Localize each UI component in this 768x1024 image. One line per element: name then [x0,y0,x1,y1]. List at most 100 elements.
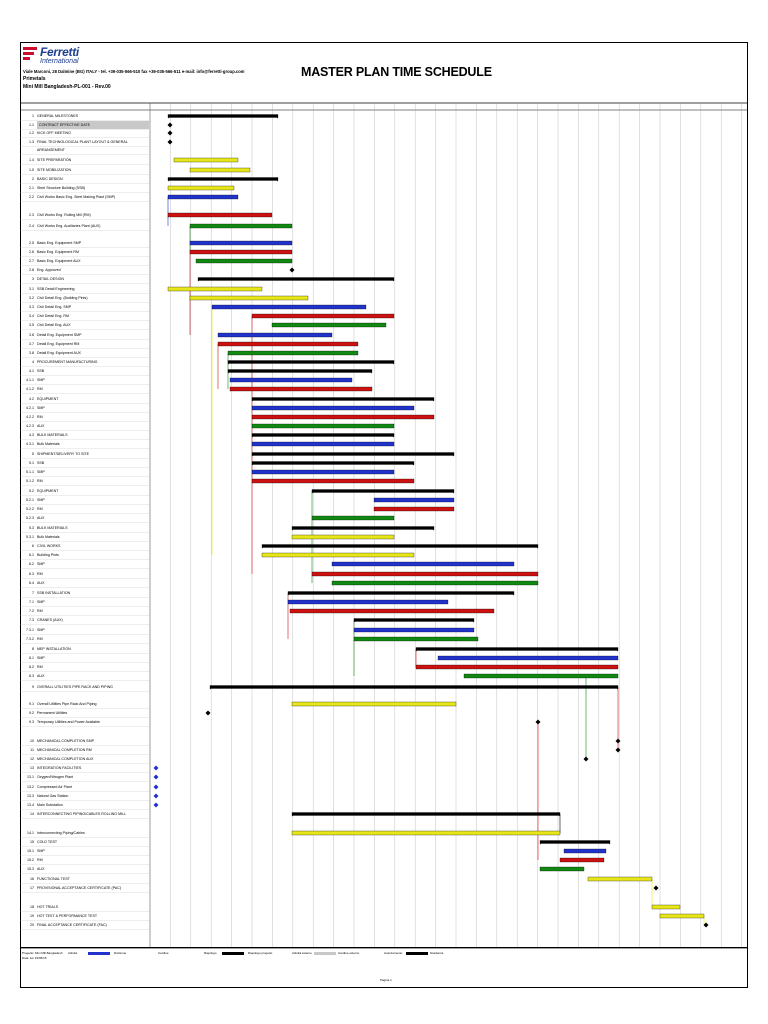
task-bar [651,904,681,910]
milestone-diamond [615,738,621,744]
task-bar [251,423,395,429]
task-bar [291,701,457,707]
task-bar [167,194,239,200]
milestone-diamond [153,784,159,790]
summary-end-cap [432,397,434,402]
summary-start-cap [540,840,542,845]
task-bar [209,685,619,689]
task-bar [173,157,239,163]
summary-start-cap [354,618,356,623]
summary-end-cap [392,360,394,365]
summary-end-cap [452,489,454,494]
milestone-diamond [653,885,659,891]
task-bar [229,386,373,392]
summary-start-cap [228,360,230,365]
milestone-diamond [289,267,295,273]
summary-start-cap [292,526,294,531]
task-bar [289,608,495,614]
milestone-diamond [153,774,159,780]
summary-start-cap [312,489,314,494]
summary-start-cap [288,591,290,596]
summary-start-cap [168,177,170,182]
task-bar [189,223,293,229]
milestone-diamond [153,802,159,808]
task-bar [311,515,395,521]
task-bar [189,167,251,173]
task-bar [251,433,395,437]
task-bar [311,571,539,577]
summary-start-cap [292,812,294,817]
summary-start-cap [228,369,230,374]
summary-start-cap [252,433,254,438]
task-bar [373,497,455,503]
summary-start-cap [262,544,264,549]
milestone-diamond [703,922,709,928]
summary-end-cap [370,369,372,374]
summary-end-cap [536,544,538,549]
summary-end-cap [412,461,414,466]
summary-start-cap [252,452,254,457]
task-bar [373,506,455,512]
milestone-diamond [153,793,159,799]
task-bar [261,544,539,548]
summary-start-cap [210,685,212,690]
milestone-diamond [153,765,159,771]
summary-end-cap [616,685,618,690]
milestone-diamond [167,130,173,136]
task-bar [437,655,619,661]
summary-start-cap [168,114,170,119]
task-bar [167,177,279,181]
summary-end-cap [452,452,454,457]
task-bar [291,830,561,836]
task-bar [287,591,515,595]
task-bar [217,341,359,347]
summary-end-cap [276,177,278,182]
project-name: Mini Mill Bangladesh-PL-001 - Rev.00 [23,84,111,90]
task-bar [167,212,273,218]
task-bar [167,286,263,292]
task-bar [227,369,373,373]
task-bar [251,478,415,484]
task-bar [353,636,479,642]
task-bar [587,876,653,882]
summary-start-cap [252,397,254,402]
task-bar [539,866,585,872]
task-bar [559,857,605,863]
company-address: Viale Marconi, 28 Dalmine (BG) ITALY - t… [23,69,245,74]
task-bar [415,647,619,651]
milestone-diamond [583,756,589,762]
task-bar [167,114,279,118]
summary-start-cap [416,647,418,652]
summary-end-cap [558,812,560,817]
task-bar [217,332,333,338]
task-bar [563,848,607,854]
task-bar [195,258,293,264]
task-bar [353,627,475,633]
milestone-diamond [167,122,173,128]
task-bar [251,452,455,456]
task-bar [227,350,359,356]
summary-end-cap [608,840,610,845]
task-bar [291,812,561,816]
task-bar [251,461,415,465]
milestone-diamond [167,139,173,145]
summary-end-cap [432,526,434,531]
page-title: MASTER PLAN TIME SCHEDULE [301,65,492,79]
task-bar [251,313,395,319]
task-bar [287,599,449,605]
task-bar [261,552,415,558]
summary-start-cap [252,461,254,466]
task-bar [251,397,435,401]
task-bar [415,664,619,670]
summary-end-cap [392,277,394,282]
summary-end-cap [392,433,394,438]
project-client: Primetals [23,76,46,82]
task-bar [251,469,395,475]
summary-start-cap [198,277,200,282]
milestone-diamond [615,747,621,753]
schedule-page: Ferretti International Viale Marconi, 28… [20,42,748,988]
task-bar [251,414,435,420]
milestone-diamond [535,719,541,725]
task-bar [251,405,415,411]
